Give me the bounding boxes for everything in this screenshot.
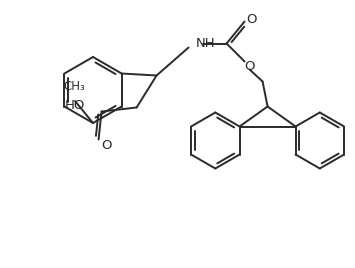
Text: HO: HO <box>65 99 86 112</box>
Text: NH: NH <box>196 37 215 50</box>
Text: CH₃: CH₃ <box>63 80 85 93</box>
Text: O: O <box>101 139 112 152</box>
Text: O: O <box>246 13 257 26</box>
Text: O: O <box>244 60 255 73</box>
